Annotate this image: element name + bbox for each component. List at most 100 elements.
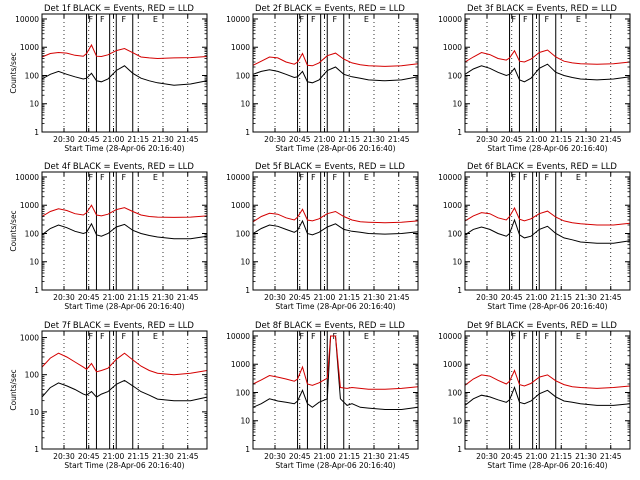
x-tick-label: 20:45	[289, 135, 311, 144]
y-tick-label: 10	[29, 408, 39, 417]
marker-letter: F	[545, 332, 550, 341]
lld-series-line	[41, 204, 208, 218]
x-tick-label: 21:45	[177, 293, 199, 302]
marker-letter: F	[512, 332, 517, 341]
x-axis-label: Start Time (28-Apr-06 20:16:40)	[64, 461, 184, 470]
x-axis-label: Start Time (28-Apr-06 20:16:40)	[487, 144, 607, 153]
marker-letter: E	[576, 15, 581, 24]
marker-letter: E	[364, 332, 369, 341]
x-tick-label: 21:00	[103, 452, 125, 461]
y-tick-label: 10000	[438, 332, 462, 341]
marker-letter: F	[523, 173, 528, 182]
marker-letter: F	[100, 173, 105, 182]
marker-letter: F	[333, 15, 338, 24]
x-tick-label: 20:30	[476, 452, 498, 461]
x-tick-label: 21:15	[550, 452, 572, 461]
y-tick-label: 10000	[15, 15, 39, 24]
plot-frame	[252, 13, 419, 133]
x-tick-label: 20:45	[289, 293, 311, 302]
events-series-line	[464, 386, 631, 406]
x-tick-label: 20:30	[53, 452, 75, 461]
marker-letter: E	[576, 173, 581, 182]
marker-letter: F	[100, 332, 105, 341]
plot-frame	[41, 13, 208, 133]
y-tick-label: 1	[34, 445, 39, 454]
x-tick-label: 20:30	[264, 452, 286, 461]
plot-frame	[464, 13, 631, 133]
marker-letter: F	[333, 173, 338, 182]
y-tick-label: 1000	[20, 43, 39, 52]
x-tick-label: 20:30	[476, 135, 498, 144]
lld-series-line	[464, 49, 631, 65]
x-tick-label: 20:30	[264, 293, 286, 302]
y-axis-label: Counts/sec	[9, 369, 18, 410]
x-tick-label: 21:00	[526, 293, 548, 302]
x-tick-label: 21:45	[388, 452, 410, 461]
marker-letter: F	[89, 173, 94, 182]
y-tick-label: 1000	[231, 43, 250, 52]
x-tick-label: 21:45	[388, 293, 410, 302]
y-tick-label: 10000	[438, 15, 462, 24]
y-tick-label: 1000	[20, 334, 39, 343]
x-tick-label: 21:15	[338, 293, 360, 302]
chart-title: Det 8f BLACK = Events, RED = LLD	[255, 321, 405, 331]
x-tick-label: 21:45	[600, 452, 622, 461]
x-tick-label: 20:30	[53, 293, 75, 302]
chart-title: Det 1f BLACK = Events, RED = LLD	[44, 4, 194, 14]
events-series-line	[252, 219, 419, 236]
marker-letter: E	[576, 332, 581, 341]
y-tick-label: 1	[34, 286, 39, 295]
marker-letter: F	[122, 173, 127, 182]
x-tick-label: 21:30	[363, 452, 385, 461]
marker-letter: F	[311, 173, 316, 182]
y-tick-label: 10	[240, 417, 250, 426]
y-tick-label: 100	[448, 388, 463, 397]
x-tick-label: 21:00	[103, 293, 125, 302]
events-series-line	[464, 63, 631, 83]
y-tick-label: 100	[25, 371, 40, 380]
y-tick-label: 10000	[226, 173, 250, 182]
lld-series-line	[252, 52, 419, 67]
x-axis-label: Start Time (28-Apr-06 20:16:40)	[64, 302, 184, 311]
y-axis-label: Counts/sec	[9, 210, 18, 251]
marker-letter: F	[300, 15, 305, 24]
marker-letter: F	[545, 15, 550, 24]
x-tick-label: 20:45	[289, 452, 311, 461]
events-series-line	[252, 335, 419, 410]
y-tick-label: 10	[29, 258, 39, 267]
y-tick-label: 100	[25, 229, 40, 238]
x-tick-label: 21:15	[550, 293, 572, 302]
x-axis-label: Start Time (28-Apr-06 20:16:40)	[64, 144, 184, 153]
x-tick-label: 20:30	[53, 135, 75, 144]
chart-title: Det 6f BLACK = Events, RED = LLD	[467, 162, 617, 172]
x-tick-label: 21:45	[177, 135, 199, 144]
chart-title: Det 3f BLACK = Events, RED = LLD	[467, 4, 617, 14]
x-tick-label: 20:30	[476, 293, 498, 302]
y-tick-label: 1	[245, 128, 250, 137]
y-tick-label: 100	[236, 71, 251, 80]
x-tick-label: 20:45	[78, 293, 100, 302]
x-axis-label: Start Time (28-Apr-06 20:16:40)	[275, 302, 395, 311]
marker-letter: F	[122, 332, 127, 341]
chart-title: Det 4f BLACK = Events, RED = LLD	[44, 162, 194, 172]
marker-letter: F	[512, 173, 517, 182]
x-tick-label: 21:45	[388, 135, 410, 144]
y-tick-label: 10	[452, 100, 462, 109]
y-tick-label: 10000	[15, 173, 39, 182]
y-tick-label: 1000	[20, 201, 39, 210]
y-tick-label: 10000	[226, 332, 250, 341]
x-tick-label: 21:30	[152, 452, 174, 461]
chart-title: Det 5f BLACK = Events, RED = LLD	[255, 162, 405, 172]
y-tick-label: 1000	[443, 43, 462, 52]
x-tick-label: 21:45	[177, 452, 199, 461]
x-tick-label: 21:30	[575, 452, 597, 461]
chart-title: Det 7f BLACK = Events, RED = LLD	[44, 321, 194, 331]
y-tick-label: 1	[457, 445, 462, 454]
x-tick-label: 21:15	[127, 135, 149, 144]
plot-frame	[252, 330, 419, 450]
y-tick-label: 1000	[443, 201, 462, 210]
